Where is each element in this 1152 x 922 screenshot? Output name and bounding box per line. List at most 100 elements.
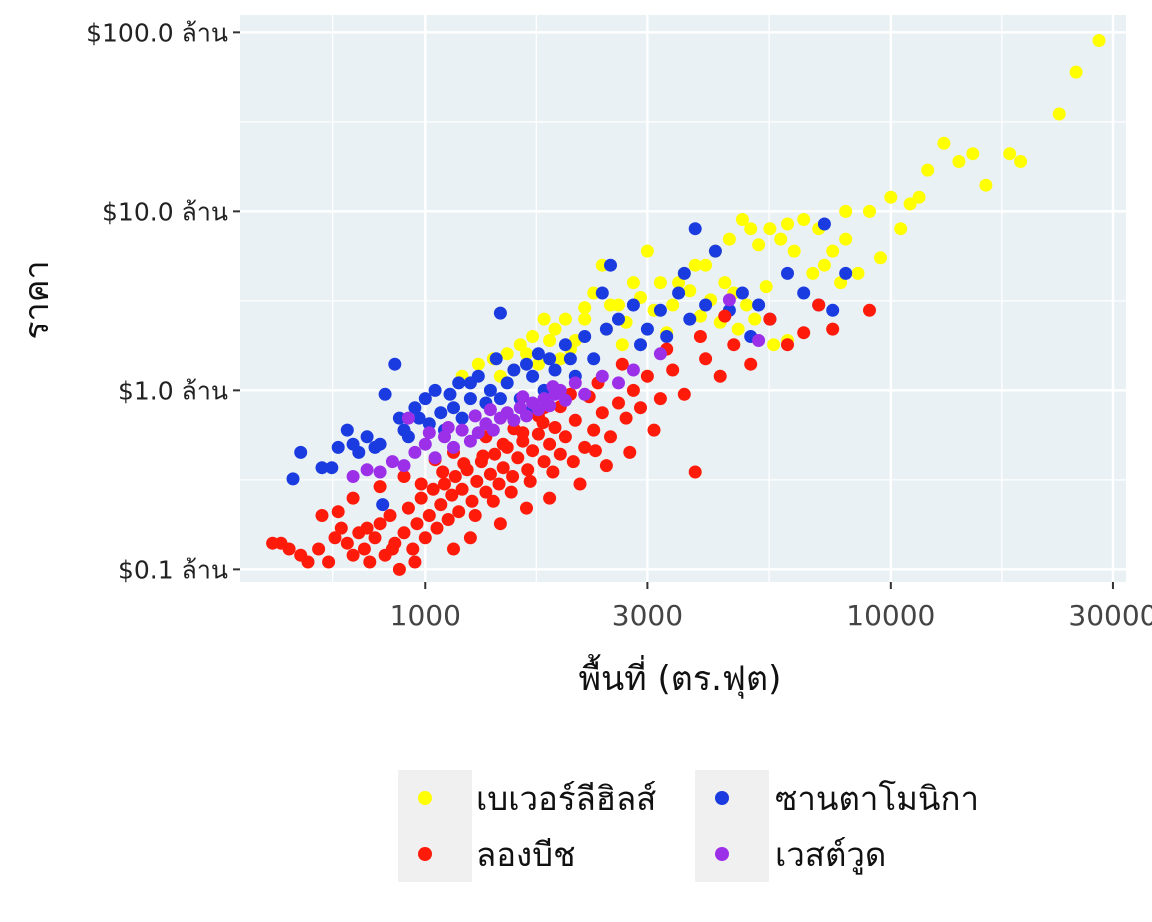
point-santa-monica <box>412 411 426 425</box>
point-santa-monica <box>595 286 609 300</box>
point-santa-monica <box>352 445 366 459</box>
y-tick-label: $100.0 ล้าน <box>86 18 228 47</box>
point-santa-monica <box>531 347 545 361</box>
point-santa-monica <box>599 322 613 336</box>
point-westwood <box>428 451 442 465</box>
point-beverly-hills <box>817 258 831 272</box>
point-long-beach <box>536 416 550 430</box>
point-beverly-hills <box>740 298 754 312</box>
point-beverly-hills <box>1092 34 1106 47</box>
series-long-beach <box>266 298 876 576</box>
point-beverly-hills <box>752 238 766 252</box>
point-santa-monica <box>699 298 713 312</box>
point-westwood <box>483 403 497 417</box>
point-santa-monica <box>392 411 406 425</box>
point-westwood <box>722 293 736 307</box>
point-long-beach <box>568 413 582 427</box>
point-long-beach <box>328 531 342 545</box>
data-points <box>266 34 1106 576</box>
point-long-beach <box>331 505 345 519</box>
point-santa-monica <box>294 445 308 459</box>
point-long-beach <box>392 562 406 576</box>
point-long-beach <box>414 491 428 505</box>
point-santa-monica <box>677 266 691 280</box>
point-beverly-hills <box>797 213 811 226</box>
point-long-beach <box>640 369 654 383</box>
point-long-beach <box>718 309 732 323</box>
point-long-beach <box>623 445 637 459</box>
point-santa-monica <box>520 357 533 371</box>
point-long-beach <box>612 396 625 410</box>
point-westwood <box>468 409 482 423</box>
point-beverly-hills <box>774 232 788 246</box>
point-santa-monica <box>587 352 601 366</box>
point-long-beach <box>523 474 537 488</box>
point-beverly-hills <box>763 222 777 236</box>
point-long-beach <box>422 509 436 522</box>
point-long-beach <box>496 461 510 475</box>
point-long-beach <box>479 485 493 499</box>
point-long-beach <box>312 542 326 556</box>
point-santa-monica <box>483 383 497 397</box>
point-westwood <box>408 445 422 459</box>
point-westwood <box>373 465 387 479</box>
point-santa-monica <box>604 258 617 272</box>
point-santa-monica <box>640 322 654 336</box>
point-long-beach <box>677 387 691 401</box>
point-long-beach <box>455 482 469 496</box>
legend-label-westwood: เวสต์วูด <box>775 835 886 875</box>
point-westwood <box>385 455 399 469</box>
point-santa-monica <box>683 312 697 326</box>
point-beverly-hills <box>615 338 629 352</box>
point-santa-monica <box>781 266 794 280</box>
point-long-beach <box>426 482 440 496</box>
point-santa-monica <box>626 298 640 312</box>
point-westwood <box>455 423 469 437</box>
point-beverly-hills <box>699 258 713 272</box>
legend-key-background-2 <box>398 826 472 882</box>
legend-label-santa-monica: ซานตาโมนิกา <box>775 779 979 818</box>
point-long-beach <box>548 421 562 434</box>
point-long-beach <box>357 542 371 556</box>
point-beverly-hills <box>722 232 736 246</box>
point-santa-monica <box>548 363 562 377</box>
point-long-beach <box>468 509 482 522</box>
point-long-beach <box>826 322 840 336</box>
point-santa-monica <box>563 352 577 366</box>
point-long-beach <box>713 369 727 383</box>
point-long-beach <box>543 437 557 451</box>
point-long-beach <box>373 517 387 531</box>
point-beverly-hills <box>1052 107 1066 121</box>
point-beverly-hills <box>903 197 917 211</box>
point-beverly-hills <box>921 163 935 177</box>
point-westwood <box>595 369 609 383</box>
point-beverly-hills <box>748 312 762 326</box>
legend-label-long-beach: ลองบีช <box>476 835 576 874</box>
point-beverly-hills <box>767 338 781 352</box>
point-santa-monica <box>447 401 460 415</box>
point-long-beach <box>434 498 448 512</box>
point-long-beach <box>543 491 557 505</box>
point-long-beach <box>496 437 510 451</box>
point-long-beach <box>282 542 296 556</box>
point-beverly-hills <box>894 222 908 236</box>
point-beverly-hills <box>666 298 680 312</box>
y-axis-title: ราคา <box>17 260 57 339</box>
point-santa-monica <box>634 338 647 352</box>
point-westwood <box>422 426 436 440</box>
point-beverly-hills <box>526 330 540 343</box>
point-long-beach <box>537 455 551 469</box>
point-beverly-hills <box>688 258 702 272</box>
point-santa-monica <box>434 406 448 420</box>
point-santa-monica <box>489 352 503 366</box>
point-long-beach <box>666 363 680 377</box>
point-long-beach <box>688 465 702 479</box>
legend-key-background-1 <box>398 770 472 826</box>
point-long-beach <box>492 477 506 491</box>
point-long-beach <box>763 312 777 326</box>
point-beverly-hills <box>1014 155 1028 168</box>
point-beverly-hills <box>718 276 732 290</box>
point-long-beach <box>340 536 354 550</box>
point-beverly-hills <box>640 244 654 258</box>
point-westwood <box>531 403 545 417</box>
